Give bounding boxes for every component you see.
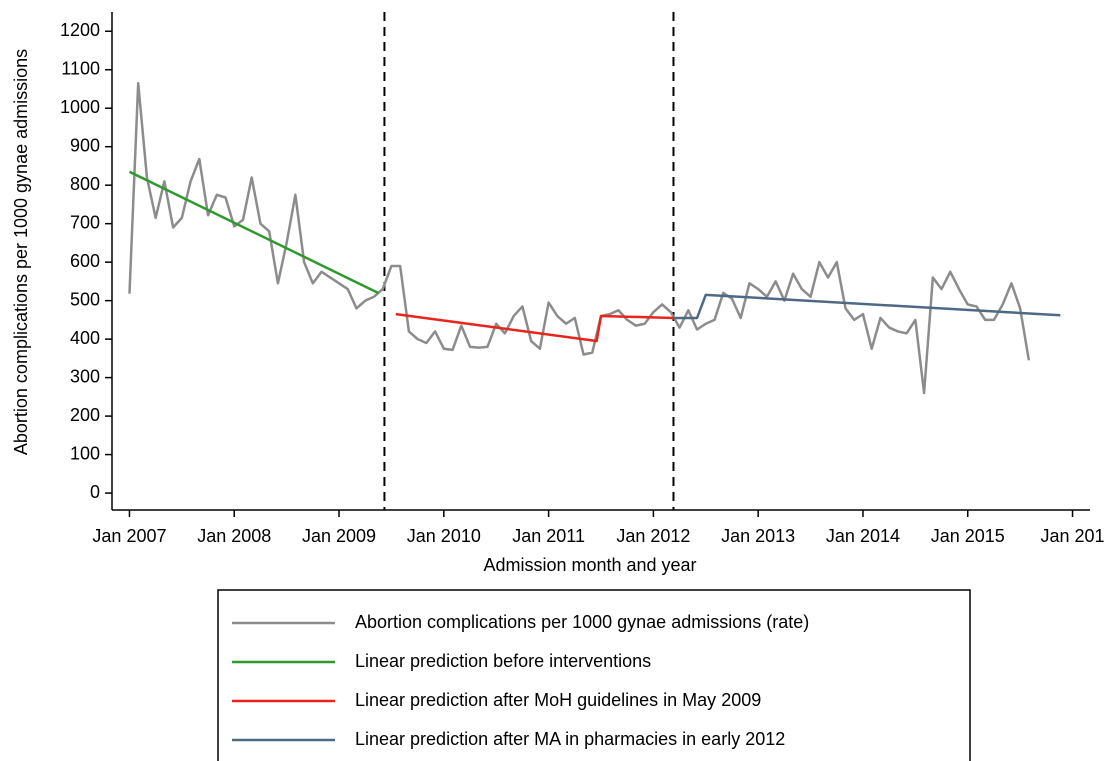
x-tick-label: Jan 2014 xyxy=(826,526,900,546)
y-tick-label: 900 xyxy=(70,135,100,155)
x-tick-label: Jan 2015 xyxy=(931,526,1005,546)
x-tick-label: Jan 2011 xyxy=(512,526,585,546)
y-tick-label: 0 xyxy=(90,482,100,502)
legend-label: Abortion complications per 1000 gynae ad… xyxy=(355,612,809,632)
y-tick-label: 700 xyxy=(70,212,100,232)
y-tick-label: 800 xyxy=(70,174,100,194)
series-line xyxy=(128,81,1031,395)
y-tick-label: 200 xyxy=(70,405,100,425)
x-axis-label: Admission month and year xyxy=(483,555,696,575)
series-line xyxy=(128,170,379,295)
x-tick-label: Jan 201 xyxy=(1041,526,1105,546)
x-tick-label: Jan 2008 xyxy=(197,526,271,546)
y-tick-label: 1200 xyxy=(60,20,100,40)
x-tick-label: Jan 2013 xyxy=(721,526,795,546)
x-tick-label: Jan 2012 xyxy=(616,526,690,546)
legend-label: Linear prediction after MA in pharmacies… xyxy=(355,729,785,749)
legend-label: Linear prediction after MoH guidelines i… xyxy=(355,690,761,710)
x-tick-label: Jan 2009 xyxy=(302,526,376,546)
legend-label: Linear prediction before interventions xyxy=(355,651,651,671)
y-tick-label: 600 xyxy=(70,251,100,271)
series-line xyxy=(395,312,674,343)
y-tick-label: 300 xyxy=(70,366,100,386)
y-tick-label: 100 xyxy=(70,443,100,463)
series-line xyxy=(673,293,1061,320)
x-tick-label: Jan 2007 xyxy=(92,526,166,546)
y-tick-label: 1000 xyxy=(60,97,100,117)
y-tick-label: 500 xyxy=(70,289,100,309)
y-tick-label: 1100 xyxy=(61,58,100,78)
legend-box xyxy=(217,589,971,761)
y-tick-label: 400 xyxy=(70,328,100,348)
x-tick-label: Jan 2010 xyxy=(407,526,481,546)
y-axis-label: Abortion complications per 1000 gynae ad… xyxy=(11,49,31,455)
